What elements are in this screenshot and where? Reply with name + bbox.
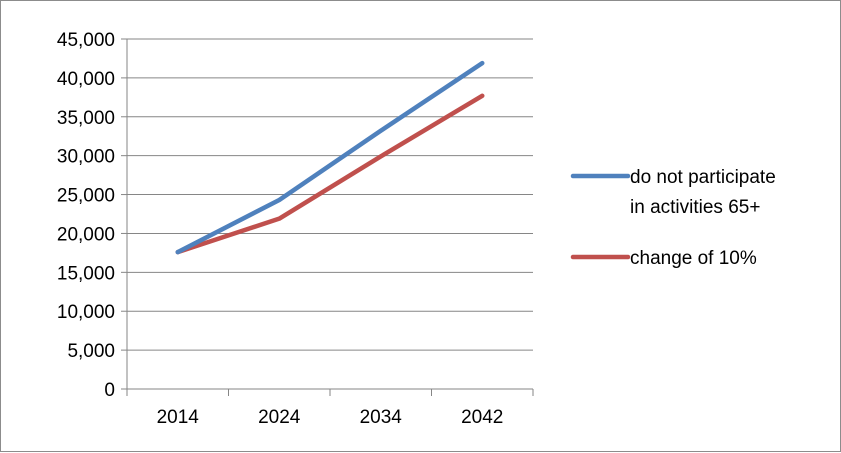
- x-tick-label: 2014: [157, 407, 200, 428]
- gridlines: [127, 38, 533, 351]
- y-tick-label: 15,000: [57, 263, 115, 284]
- x-tick-label: 2042: [461, 407, 503, 428]
- series-line-2: [175, 93, 485, 255]
- y-tick-label: 45,000: [57, 30, 115, 51]
- y-tick-label: 40,000: [57, 69, 115, 90]
- y-tick-label: 20,000: [57, 224, 115, 245]
- legend-label: change of 10%: [630, 248, 757, 269]
- x-tick-label: 2024: [258, 407, 301, 428]
- legend-label: do not participate: [630, 167, 776, 188]
- x-tick-label: 2034: [360, 407, 403, 428]
- legend-item-1: do not participate in activities 65+: [570, 167, 776, 218]
- legend-item-2: change of 10%: [570, 248, 757, 269]
- y-tick-label: 10,000: [57, 302, 115, 323]
- y-tick-label: 30,000: [57, 147, 115, 168]
- legend-label: in activities 65+: [630, 197, 760, 218]
- series-lines: [175, 60, 485, 255]
- y-tick-label: 35,000: [57, 108, 115, 129]
- y-axis-tick-labels: 0 5,000 10,000 15,000 20,000 25,000 30,000 35,0…: [57, 30, 115, 401]
- legend: do not participate in activities 65+ chang…: [570, 167, 776, 269]
- y-tick-label: 25,000: [57, 186, 115, 207]
- y-tick-label: 0: [104, 380, 115, 401]
- axes: [121, 38, 534, 396]
- series-line-1: [175, 60, 485, 255]
- y-tick-label: 5,000: [67, 341, 115, 362]
- x-axis-tick-labels: 2014 2024 2034 2042: [157, 407, 504, 428]
